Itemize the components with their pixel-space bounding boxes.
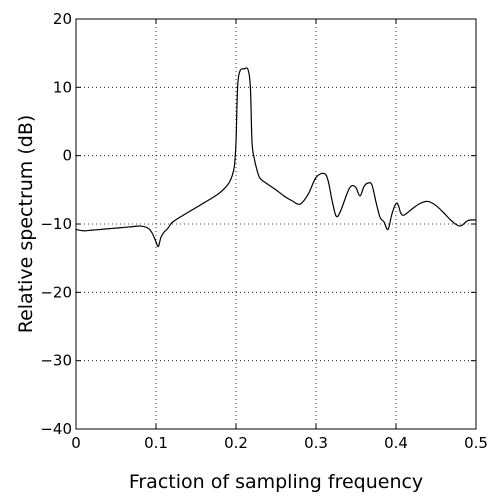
series-layer [75,67,477,248]
y-axis-label: Relative spectrum (dB) [15,115,37,334]
x-axis-label: Fraction of sampling frequency [129,471,423,493]
x-tick-label: 0 [71,434,81,452]
y-tick-label: 0 [62,147,72,165]
y-tick-label: 10 [53,78,72,96]
tick-layer: 0 0.1 0.2 0.3 0.4 0.5 −40 −30 −20 −10 0 10 20 [40,10,488,452]
y-tick-label: −30 [40,352,72,370]
x-tick-label: 0.3 [304,434,328,452]
grid-layer [76,19,476,429]
y-tick-label: −40 [40,420,72,438]
x-tick-label: 0.5 [464,434,488,452]
x-tick-label: 0.4 [384,434,408,452]
spectrum-line [75,67,477,248]
y-tick-label: 20 [53,10,72,28]
y-tick-label: −20 [40,283,72,301]
x-tick-label: 0.2 [224,434,248,452]
y-tick-label: −10 [40,215,72,233]
x-tick-label: 0.1 [144,434,168,452]
